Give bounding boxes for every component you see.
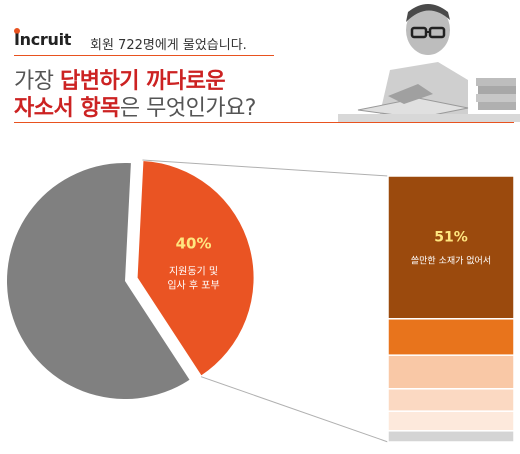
header-underline <box>14 122 514 123</box>
connector-line-bottom <box>200 376 389 443</box>
pie-slice-other <box>6 163 190 400</box>
brand-dot <box>14 28 20 34</box>
breakdown-segment-5 <box>387 410 515 432</box>
question-highlight-1: 답변하기 까다로운 <box>59 69 226 94</box>
pie-category-label-1: 지원동기 및 <box>169 265 218 277</box>
question-prefix: 가장 <box>14 69 60 94</box>
question-line-1: 가장 답변하기 까다로운 <box>14 63 226 95</box>
question-line-2: 자소서 항목은 무엇인가요? <box>14 90 257 122</box>
pie-value-label: 40% <box>176 234 212 252</box>
breakdown-segment-2 <box>387 318 515 356</box>
brand-logo: Incruit <box>14 30 72 49</box>
breakdown-category-label: 쓸만한 소재가 없어서 <box>411 255 491 266</box>
breakdown-segment-1 <box>387 175 515 320</box>
subtitle: 회원 722명에게 물었습니다. <box>90 38 247 53</box>
breakdown-segment-6 <box>387 430 515 443</box>
pie-category-label-2: 입사 후 포부 <box>167 278 219 291</box>
student-illustration <box>318 0 520 122</box>
question-suffix: 은 무엇인가요? <box>119 96 257 121</box>
pie-slice-main <box>135 158 256 379</box>
pie-chart: 40% 지원동기 및입사 후 포부 51% 쓸만한 소재가 없어서 <box>6 158 515 443</box>
breakdown-value-label: 51% <box>434 229 468 245</box>
header: Incruit 회원 722명에게 물었습니다. 가장 답변하기 까다로운 자소… <box>0 0 520 136</box>
breakdown-segment-4 <box>387 388 515 412</box>
breakdown-segment-3 <box>387 354 515 390</box>
divider <box>14 55 274 56</box>
question-highlight-2: 자소서 항목 <box>14 96 120 121</box>
connector-line-top <box>142 159 389 177</box>
